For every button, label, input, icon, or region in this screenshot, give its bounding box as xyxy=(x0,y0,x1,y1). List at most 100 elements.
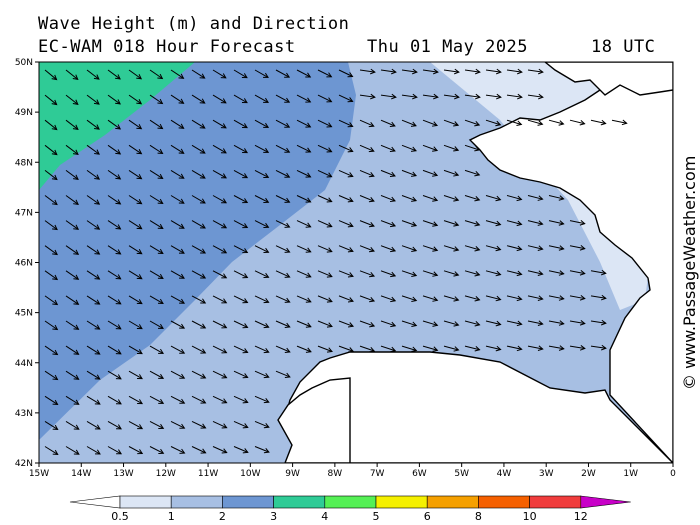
wave-arrow xyxy=(569,320,586,326)
wave-arrow xyxy=(149,169,164,180)
wave-arrow xyxy=(506,119,523,127)
wave-arrow xyxy=(485,220,502,227)
wave-arrow xyxy=(569,245,586,251)
wave-arrow xyxy=(443,68,460,75)
wave-arrow xyxy=(212,395,228,404)
wave-arrow xyxy=(170,420,186,429)
lon-label: 7W xyxy=(370,469,385,479)
wave-arrow xyxy=(296,119,312,128)
wave-arrow xyxy=(170,69,185,79)
wave-arrow xyxy=(359,119,375,128)
wave-arrow xyxy=(44,144,58,156)
wave-arrow xyxy=(338,119,354,128)
wave-arrow xyxy=(464,195,481,202)
wave-arrow xyxy=(317,345,333,353)
wave-arrow xyxy=(401,93,418,100)
wave-arrow xyxy=(65,94,79,105)
wave-arrow xyxy=(128,144,143,155)
wave-arrow xyxy=(296,195,312,203)
wave-arrow xyxy=(65,69,79,81)
wave-arrow xyxy=(86,345,101,355)
wave-arrow xyxy=(191,320,207,329)
wave-arrow xyxy=(233,420,249,429)
wave-arrow xyxy=(86,446,101,455)
wave-arrow xyxy=(233,295,249,304)
wave-arrow xyxy=(422,345,439,352)
wave-arrow xyxy=(233,345,249,354)
wave-arrow xyxy=(149,144,164,155)
wave-arrow xyxy=(401,220,418,227)
wave-arrow xyxy=(485,68,502,75)
wave-arrow xyxy=(86,169,101,180)
wave-arrow xyxy=(191,144,206,154)
wave-arrow xyxy=(380,119,396,127)
wave-arrow xyxy=(254,420,270,429)
wave-arrow xyxy=(233,446,249,454)
band-3-4m xyxy=(39,62,195,190)
latitude-axis: 50N 49N 48N 47N 46N 45N 44N 43N 42N xyxy=(15,58,39,469)
wave-arrow xyxy=(107,395,122,405)
wave-arrow xyxy=(86,245,101,255)
wave-arrow xyxy=(44,195,58,206)
wave-arrow xyxy=(485,119,502,127)
wave-arrow xyxy=(233,119,248,129)
wave-arrow xyxy=(443,345,460,352)
wave-arrow xyxy=(380,220,397,228)
legend-swatch xyxy=(119,495,172,509)
wave-arrow xyxy=(380,169,396,178)
wave-arrow xyxy=(170,195,185,204)
land-spain xyxy=(277,377,351,463)
wave-arrow xyxy=(296,345,312,353)
legend-upper-extend xyxy=(580,495,631,509)
wave-arrow xyxy=(422,68,439,75)
wave-arrow xyxy=(275,119,291,128)
wave-arrow xyxy=(128,295,143,305)
wave-arrow xyxy=(65,345,80,355)
wave-arrow xyxy=(254,94,270,103)
title-line1: Wave Height (m) and Direction xyxy=(38,14,350,34)
wave-arrow xyxy=(107,220,122,230)
wave-arrow xyxy=(296,270,312,278)
wave-direction-arrows xyxy=(44,68,628,456)
wave-arrow xyxy=(527,220,544,226)
wave-arrow xyxy=(317,195,333,203)
wave-arrow xyxy=(590,344,607,351)
wave-arrow xyxy=(44,170,58,181)
wave-arrow xyxy=(422,295,439,302)
wave-arrow xyxy=(275,169,291,178)
wave-arrow xyxy=(275,69,291,78)
wave-arrow xyxy=(590,119,607,126)
wave-arrow xyxy=(338,169,354,178)
wave-arrow xyxy=(296,320,312,328)
wave-arrow xyxy=(65,270,80,280)
wave-arrow xyxy=(275,220,291,228)
wave-arrow xyxy=(275,320,291,328)
wave-arrow xyxy=(86,94,100,105)
wave-arrow xyxy=(464,345,481,352)
land-england xyxy=(543,62,673,96)
wave-arrow xyxy=(107,295,122,305)
wave-arrow xyxy=(128,169,143,180)
wave-arrow xyxy=(149,370,165,379)
wave-arrow xyxy=(527,295,544,301)
wave-arrow xyxy=(464,320,481,327)
wave-arrow xyxy=(107,69,121,80)
wave-arrow xyxy=(128,220,143,230)
wave-arrow xyxy=(527,270,544,276)
wave-arrow xyxy=(506,195,523,202)
wave-arrow xyxy=(464,245,481,252)
wave-arrow xyxy=(191,94,206,104)
wave-arrow xyxy=(548,345,565,351)
wave-arrow xyxy=(233,144,249,154)
wave-arrow xyxy=(149,270,164,279)
wave-arrow xyxy=(569,220,586,226)
wave-arrow xyxy=(191,345,207,354)
legend-swatch xyxy=(170,495,223,509)
wave-arrow xyxy=(275,370,291,378)
wave-arrow xyxy=(65,195,79,205)
legend-label: 4 xyxy=(321,510,328,523)
wave-arrow xyxy=(44,220,58,231)
wave-arrow xyxy=(128,69,143,80)
lat-label: 43N xyxy=(15,409,33,419)
wave-arrow xyxy=(65,220,80,230)
